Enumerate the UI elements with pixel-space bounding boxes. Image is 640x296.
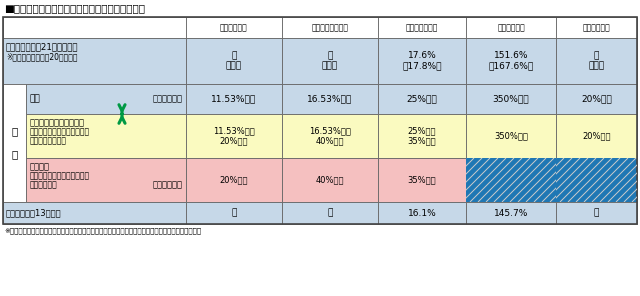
FancyBboxPatch shape [556, 158, 637, 202]
FancyBboxPatch shape [466, 202, 556, 224]
Text: 145.7%: 145.7% [494, 208, 528, 218]
Text: 20%以上: 20%以上 [220, 176, 248, 184]
Text: 早期健全化・経営健全化: 早期健全化・経営健全化 [30, 118, 85, 127]
Text: ※下段（　）書きは20年度決算: ※下段（ ）書きは20年度決算 [6, 52, 77, 61]
Text: －
（－）: － （－） [226, 51, 242, 71]
Text: 基

準: 基 準 [12, 126, 18, 160]
Text: 実質公債費比率: 実質公債費比率 [406, 23, 438, 32]
FancyBboxPatch shape [378, 38, 466, 84]
Text: （自主的な改善努力による財: （自主的な改善努力による財 [30, 127, 90, 136]
Text: －
（－）: － （－） [322, 51, 338, 71]
FancyBboxPatch shape [556, 84, 637, 114]
Text: 350%未満: 350%未満 [493, 94, 529, 104]
Text: ※実質赤字比率、連結実質赤字比率および資金不足比率は赤字が生じていないので比率はありません。: ※実質赤字比率、連結実質赤字比率および資金不足比率は赤字が生じていないので比率は… [4, 227, 201, 234]
FancyBboxPatch shape [466, 17, 556, 38]
FancyBboxPatch shape [26, 114, 186, 158]
Text: －
（－）: － （－） [588, 51, 605, 71]
FancyBboxPatch shape [378, 114, 466, 158]
FancyBboxPatch shape [26, 158, 186, 202]
FancyBboxPatch shape [466, 38, 556, 84]
Text: 25%以上
35%未満: 25%以上 35%未満 [408, 126, 436, 146]
Text: 連結実質赤字比率: 連結実質赤字比率 [312, 23, 349, 32]
Text: 16.1%: 16.1% [408, 208, 436, 218]
FancyBboxPatch shape [556, 202, 637, 224]
Text: 【財政悪化】: 【財政悪化】 [153, 181, 183, 189]
FancyBboxPatch shape [282, 38, 378, 84]
Text: 資金不足比率: 資金不足比率 [582, 23, 611, 32]
Text: ＜参考＞県内13市平均: ＜参考＞県内13市平均 [6, 208, 61, 218]
FancyBboxPatch shape [378, 17, 466, 38]
Bar [466, 158, 556, 202]
Text: 16.53%以上
40%未満: 16.53%以上 40%未満 [309, 126, 351, 146]
FancyBboxPatch shape [378, 202, 466, 224]
FancyBboxPatch shape [186, 202, 282, 224]
FancyBboxPatch shape [556, 38, 637, 84]
Text: 政健全化が必要）: 政健全化が必要） [30, 136, 67, 145]
Text: 11.53%未満: 11.53%未満 [211, 94, 257, 104]
Text: （国などの関与による確実な: （国などの関与による確実な [30, 171, 90, 180]
Text: ■健全化判断比率などの状況と各段階の数値基準: ■健全化判断比率などの状況と各段階の数値基準 [4, 3, 145, 13]
Text: 350%以上: 350%以上 [494, 131, 528, 141]
Text: 実質赤字比率: 実質赤字比率 [220, 23, 248, 32]
FancyBboxPatch shape [26, 84, 186, 114]
FancyBboxPatch shape [556, 17, 637, 38]
FancyBboxPatch shape [556, 114, 637, 158]
Text: 将来負担比率: 将来負担比率 [497, 23, 525, 32]
FancyBboxPatch shape [282, 114, 378, 158]
FancyBboxPatch shape [466, 158, 556, 202]
FancyBboxPatch shape [186, 158, 282, 202]
FancyBboxPatch shape [466, 84, 556, 114]
Bar [556, 158, 637, 202]
Text: 【健全段階】: 【健全段階】 [153, 94, 183, 104]
FancyBboxPatch shape [282, 202, 378, 224]
Text: －: － [231, 208, 237, 218]
FancyBboxPatch shape [282, 84, 378, 114]
Text: 財政再生: 財政再生 [30, 162, 50, 171]
FancyBboxPatch shape [186, 84, 282, 114]
FancyBboxPatch shape [3, 38, 186, 84]
Text: 40%以上: 40%以上 [316, 176, 344, 184]
FancyBboxPatch shape [186, 17, 282, 38]
Text: 17.6%
（17.8%）: 17.6% （17.8%） [403, 51, 442, 71]
FancyBboxPatch shape [378, 158, 466, 202]
FancyBboxPatch shape [282, 17, 378, 38]
Text: 16.53%未満: 16.53%未満 [307, 94, 353, 104]
Text: 20%未満: 20%未満 [581, 94, 612, 104]
Text: 健全: 健全 [30, 94, 41, 104]
FancyBboxPatch shape [282, 158, 378, 202]
Text: 再生が必要）: 再生が必要） [30, 180, 58, 189]
Text: 一関市の比率（21年度決算）: 一関市の比率（21年度決算） [6, 42, 79, 51]
Text: －: － [327, 208, 333, 218]
Text: 20%以上: 20%以上 [582, 131, 611, 141]
FancyBboxPatch shape [466, 114, 556, 158]
FancyBboxPatch shape [186, 114, 282, 158]
FancyBboxPatch shape [378, 84, 466, 114]
Text: 25%未満: 25%未満 [406, 94, 437, 104]
Text: 151.6%
（167.6%）: 151.6% （167.6%） [488, 51, 534, 71]
FancyBboxPatch shape [3, 84, 26, 202]
Text: －: － [594, 208, 599, 218]
FancyBboxPatch shape [186, 38, 282, 84]
FancyBboxPatch shape [3, 202, 186, 224]
Text: 11.53%以上
20%未満: 11.53%以上 20%未満 [213, 126, 255, 146]
FancyBboxPatch shape [3, 17, 186, 38]
Text: 35%以上: 35%以上 [408, 176, 436, 184]
